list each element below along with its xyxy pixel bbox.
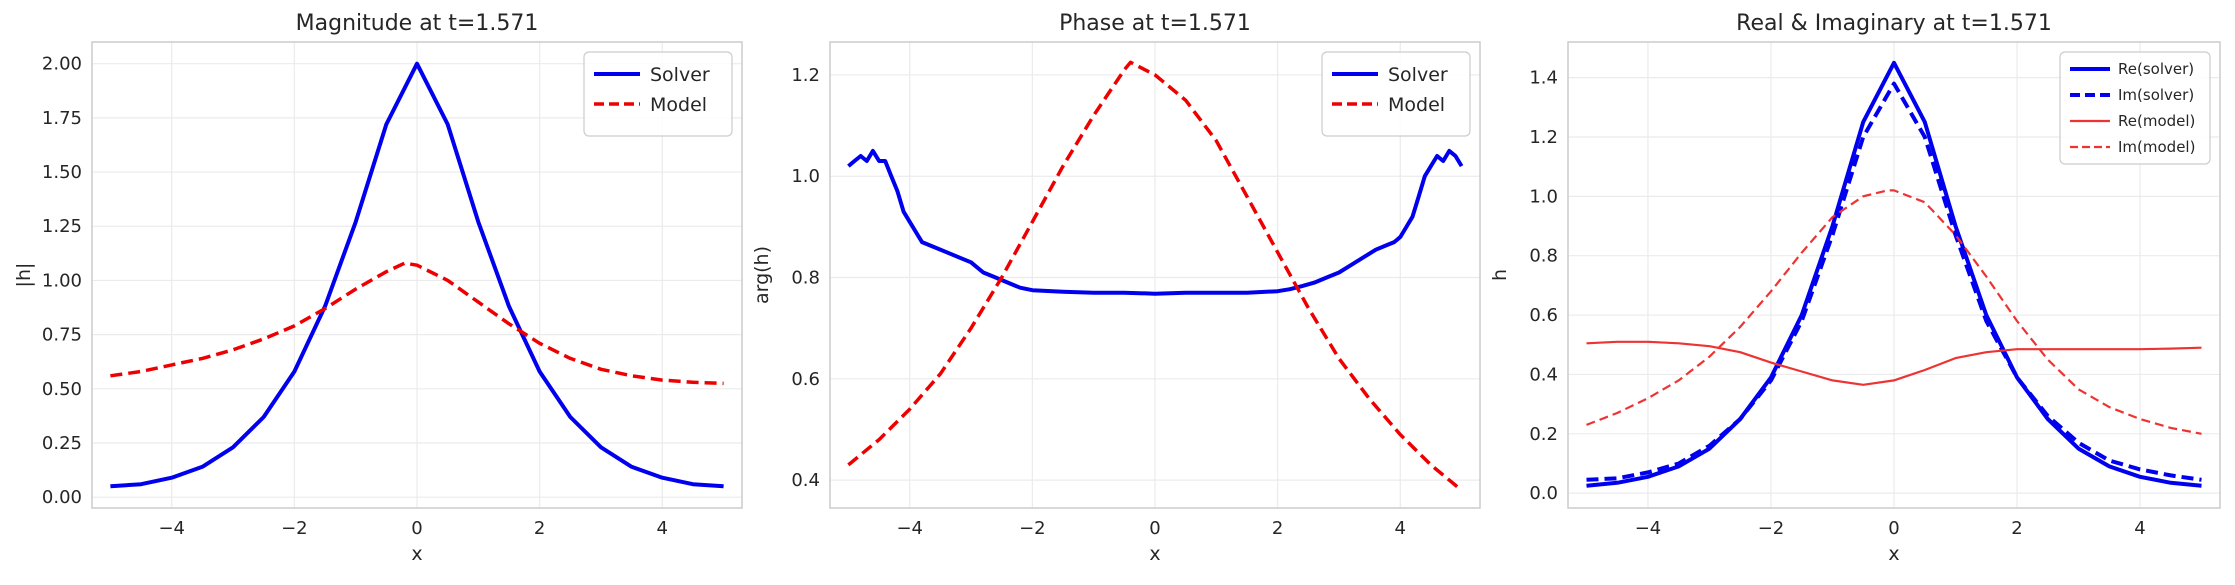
x-axis-label: x — [411, 543, 422, 565]
magnitude-panel: −4 −2 0 2 4 0.00 0.25 0.50 0.75 1.00 1.25 1.50 1.75 2… — [13, 11, 743, 565]
legend-label: Re(model) — [2118, 112, 2195, 130]
legend: Solver Model — [583, 51, 733, 137]
x-tick-label: 2 — [1272, 518, 1283, 539]
x-tick-label: −4 — [158, 518, 185, 539]
x-axis-label: x — [1888, 543, 1899, 565]
legend: Re(solver) Im(solver) Re(model) Im(model) — [2059, 51, 2211, 165]
x-tick-label: 2 — [2011, 518, 2022, 539]
y-tick-label: 0.4 — [791, 470, 820, 491]
y-tick-label: 1.2 — [1529, 127, 1558, 148]
x-tick-label: 2 — [534, 518, 545, 539]
y-axis-label: |h| — [13, 263, 35, 288]
y-tick-label: 0.8 — [791, 268, 820, 289]
x-tick-label: 0 — [1149, 518, 1160, 539]
y-tick-label: 2.00 — [42, 54, 82, 75]
series-line-im-model — [1586, 189, 2202, 435]
y-axis-label: h — [1489, 269, 1511, 281]
series-line-model — [110, 261, 724, 386]
chart-title: Magnitude at t=1.571 — [296, 11, 539, 36]
y-tick-label: 1.2 — [791, 65, 820, 86]
series-line-model — [847, 60, 1463, 492]
x-tick-label: −4 — [1635, 518, 1662, 539]
x-tick-label: −2 — [281, 518, 308, 539]
legend-label: Solver — [1388, 64, 1448, 86]
legend-box — [2059, 51, 2211, 165]
x-tick-label: 0 — [1888, 518, 1899, 539]
y-tick-label: 0.0 — [1529, 483, 1558, 504]
y-tick-label: 0.6 — [791, 369, 820, 390]
chart-title: Phase at t=1.571 — [1059, 11, 1251, 36]
legend-label: Re(solver) — [2118, 60, 2194, 78]
axes-frame — [1567, 41, 2221, 509]
legend-label: Model — [1388, 94, 1445, 116]
series-line-re-model — [1586, 340, 2202, 386]
y-tick-label: 1.75 — [42, 108, 82, 129]
x-axis-label: x — [1149, 543, 1160, 565]
x-tick-label: 4 — [1395, 518, 1406, 539]
legend-label: Im(model) — [2118, 138, 2195, 156]
y-tick-label: 1.0 — [791, 166, 820, 187]
y-tick-label: 1.4 — [1529, 68, 1558, 89]
series-line-solver — [110, 61, 724, 489]
y-tick-label: 1.00 — [42, 270, 82, 291]
x-tick-label: 4 — [2134, 518, 2145, 539]
legend-label: Solver — [650, 64, 710, 86]
legend: Solver Model — [1321, 51, 1471, 137]
y-tick-label: 0.50 — [42, 379, 82, 400]
legend-label: Im(solver) — [2118, 86, 2194, 104]
series-line-re-solver — [1586, 60, 2202, 488]
y-tick-label: 0.8 — [1529, 246, 1558, 267]
x-tick-label: −4 — [896, 518, 923, 539]
x-tick-label: −2 — [1019, 518, 1046, 539]
series-line-solver — [847, 148, 1464, 296]
chart-title: Real & Imaginary at t=1.571 — [1736, 11, 2052, 36]
y-tick-label: 0.2 — [1529, 424, 1558, 445]
series-line-im-solver — [1586, 81, 2202, 482]
y-tick-label: 1.50 — [42, 162, 82, 183]
y-tick-label: 0.25 — [42, 433, 82, 454]
y-axis-label: arg(h) — [751, 246, 773, 304]
y-tick-label: 0.75 — [42, 325, 82, 346]
x-tick-label: −2 — [1758, 518, 1785, 539]
y-tick-label: 1.25 — [42, 216, 82, 237]
real-imaginary-panel: −4 −2 0 2 4 0.0 0.2 0.4 0.6 0.8 1.0 1.2 1.4 Real & Im… — [1489, 11, 2221, 565]
y-tick-label: 0.4 — [1529, 364, 1558, 385]
y-tick-label: 0.6 — [1529, 305, 1558, 326]
phase-panel: −4 −2 0 2 4 0.4 0.6 0.8 1.0 1.2 Phase at t=1.571 x a… — [751, 11, 1481, 565]
y-tick-label: 0.00 — [42, 487, 82, 508]
legend-label: Model — [650, 94, 707, 116]
axes-frame — [829, 41, 1481, 509]
x-tick-label: 0 — [411, 518, 422, 539]
x-tick-label: 4 — [657, 518, 668, 539]
axes-frame — [91, 41, 743, 509]
y-tick-label: 1.0 — [1529, 186, 1558, 207]
